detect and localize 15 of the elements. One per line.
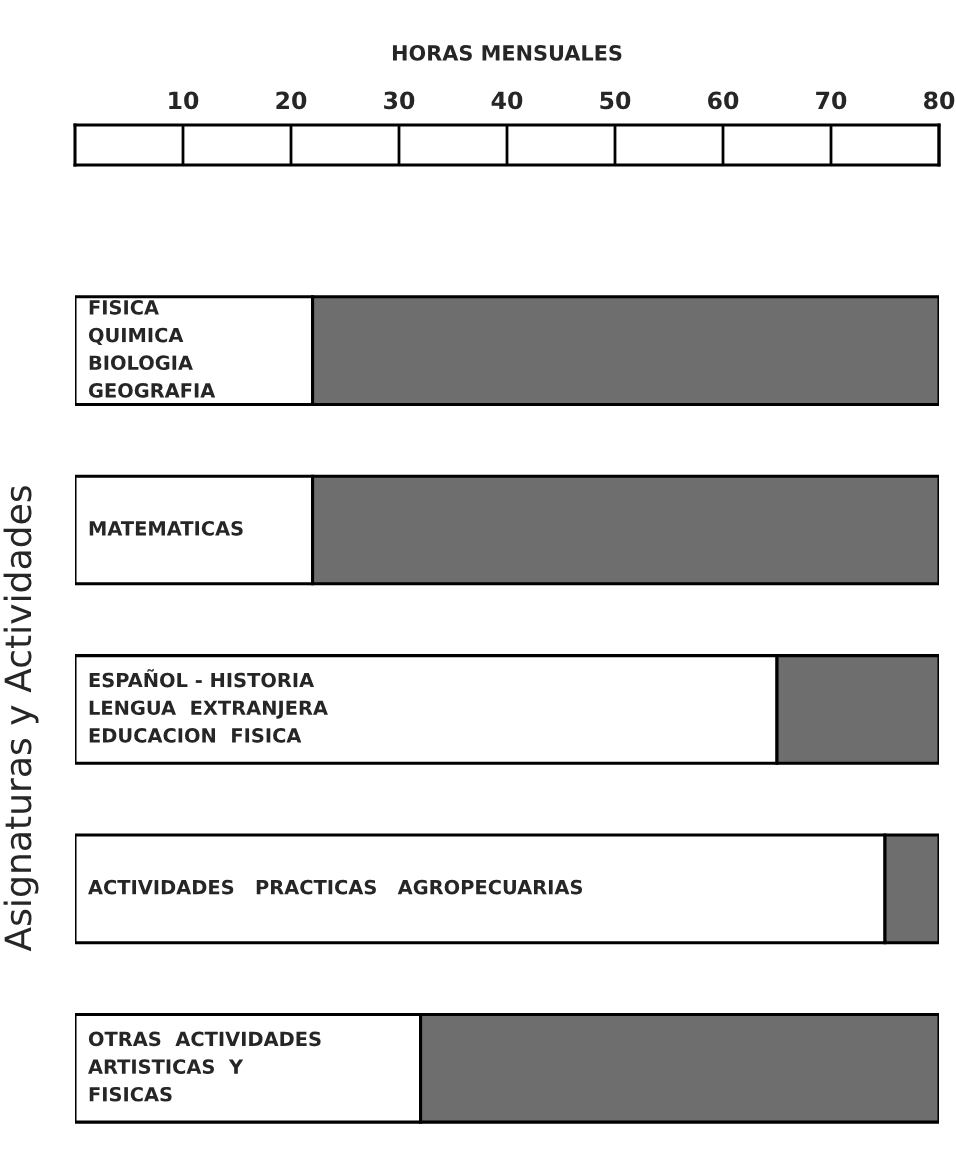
- x-tick-label: 80: [924, 91, 955, 110]
- y-tick-label: ESPAÑOL - HISTORIA LENGUA EXTRANJERA EDUCACION FISICA: [89, 669, 328, 743]
- x-tick-label: 40: [491, 91, 523, 110]
- x-axis-title: HORAS MENSUALES: [392, 45, 622, 61]
- y-tick-label: ACTIVIDADES PRACTICAS AGROPECUARIAS: [88, 879, 583, 895]
- x-tick-label: 30: [384, 91, 415, 110]
- y-axis-title: Asignaturas y Actividades: [3, 486, 39, 952]
- y-tick-label: FISICA QUIMICA BIOLOGIA GEOGRAFIA: [88, 300, 216, 398]
- x-tick-label: 60: [708, 91, 739, 110]
- x-tick-label: 70: [816, 91, 847, 110]
- x-tick-label: 20: [276, 91, 307, 110]
- y-tick-label: OTRAS ACTIVIDADES ARTISTICAS Y FISICAS: [88, 1031, 321, 1102]
- x-tick-label: 10: [169, 91, 199, 110]
- y-tick-label: MATEMATICAS: [89, 520, 243, 536]
- x-tick-label: 50: [600, 91, 631, 110]
